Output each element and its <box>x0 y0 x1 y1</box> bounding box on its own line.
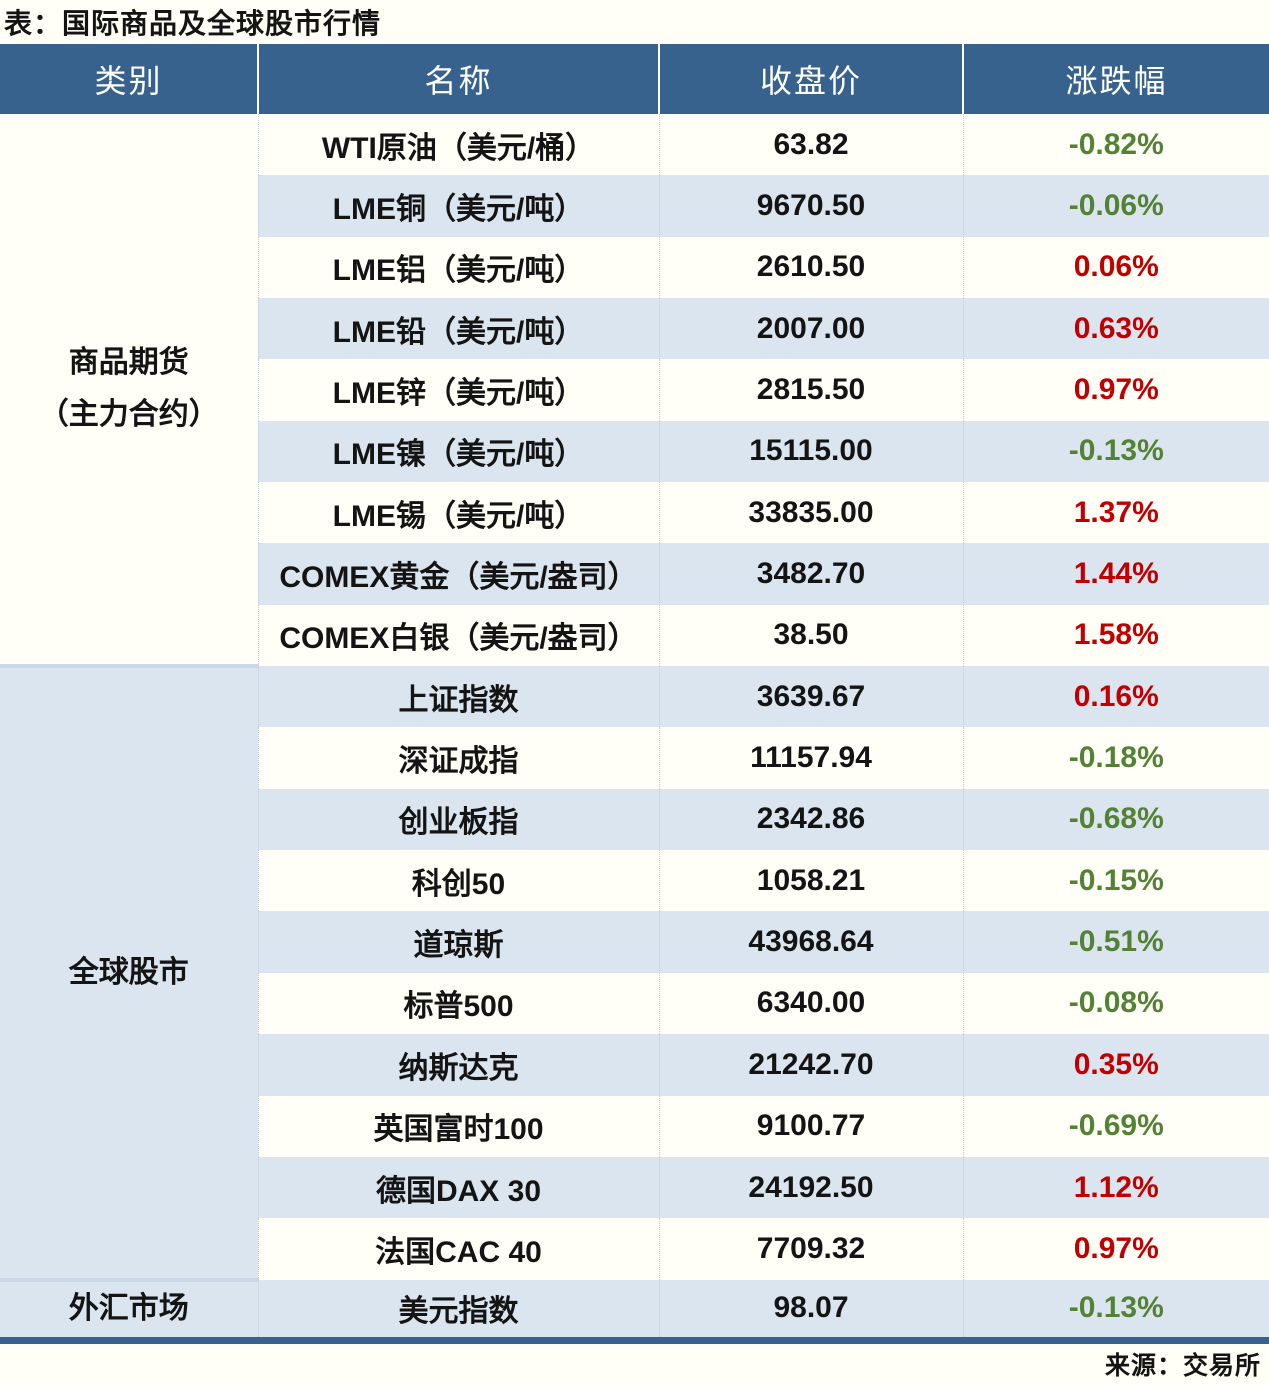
change-percent-cell: 0.06% <box>1073 250 1159 284</box>
name-cell: WTI原油（美元/桶） <box>258 114 660 176</box>
category-cell: 商品期货 （主力合约） <box>0 114 259 667</box>
name-cell: LME铝（美元/吨） <box>258 236 660 299</box>
table-row: 德国DAX 30 24192.50 1.12% <box>0 1156 1269 1219</box>
table-row: LME镍（美元/吨） 15115.00 -0.13% <box>0 420 1269 483</box>
change-percent-cell: 1.12% <box>963 1156 1269 1219</box>
change-percent-cell: -0.82% <box>1068 127 1164 161</box>
source-note: 来源：交易所 <box>1104 1351 1261 1380</box>
header-name: 名称 <box>258 44 660 114</box>
close-price-cell: 11157.94 <box>659 727 964 789</box>
category-label-line: 商品期货 <box>68 345 189 379</box>
table-row: 深证成指 11157.94 -0.18% <box>0 727 1269 789</box>
close-price-cell: 9100.77 <box>659 1095 964 1157</box>
change-percent-cell: -0.51% <box>963 911 1269 973</box>
name-cell: 科创50 <box>258 850 660 912</box>
close-price-cell: 24192.50 <box>659 1156 964 1219</box>
name-cell: 深证成指 <box>258 727 660 789</box>
table-row: 标普500 6340.00 -0.08% <box>0 972 1269 1035</box>
table-row: 英国富时100 9100.77 -0.69% <box>0 1095 1269 1157</box>
close-price-cell: 2342.86 <box>659 788 964 851</box>
category-label-line: 全球股市 <box>68 955 189 989</box>
category-label-line: （主力合约） <box>38 398 219 432</box>
name-cell: LME镍（美元/吨） <box>258 420 660 483</box>
close-price-cell: 1058.21 <box>659 850 964 912</box>
table-row: 道琼斯 43968.64 -0.51% <box>0 911 1269 973</box>
close-price-cell: 43968.64 <box>659 911 964 973</box>
close-price-cell: 98.07 <box>659 1279 964 1341</box>
close-price-cell: 63.82 <box>659 114 964 176</box>
change-percent-cell: -0.18% <box>1068 741 1164 775</box>
table-header: 类别 名称 收盘价 涨跌幅 <box>0 44 1269 114</box>
name-cell: LME铜（美元/吨） <box>258 175 660 237</box>
change-percent-cell: 1.44% <box>963 543 1269 605</box>
change-percent-cell: 1.37% <box>1073 495 1159 529</box>
table-row: 创业板指 2342.86 -0.68% <box>0 788 1269 851</box>
table-row: LME铅（美元/吨） 2007.00 0.63% <box>0 298 1269 360</box>
category-label-line: 外汇市场 <box>68 1292 189 1326</box>
table-row: COMEX白银（美元/盎司） 38.50 1.58% <box>0 604 1269 667</box>
table-row: LME锌（美元/吨） 2815.50 0.97% <box>0 359 1269 421</box>
name-cell: 创业板指 <box>258 788 660 851</box>
change-percent-cell: -0.13% <box>963 420 1269 483</box>
name-cell: 道琼斯 <box>258 911 660 973</box>
name-cell: COMEX白银（美元/盎司） <box>258 604 660 667</box>
name-cell: LME铅（美元/吨） <box>258 298 660 360</box>
name-cell: 法国CAC 40 <box>258 1218 660 1280</box>
close-price-cell: 33835.00 <box>659 482 964 544</box>
table-row: 全球股市 上证指数 3639.67 0.16% <box>0 664 1269 1280</box>
header-close-price: 收盘价 <box>659 44 964 114</box>
close-price-cell: 2815.50 <box>659 359 964 421</box>
change-percent-cell: 0.16% <box>963 666 1269 728</box>
close-price-cell: 2007.00 <box>659 298 964 360</box>
page-title: 表：国际商品及全球股市行情 <box>4 8 382 39</box>
table-row: 纳斯达克 21242.70 0.35% <box>0 1034 1269 1096</box>
table-body: 商品期货 （主力合约） WTI原油（美元/桶） 63.82 -0.82% LME铜（美元/… <box>0 114 1269 1341</box>
close-price-cell: 3639.67 <box>659 666 964 728</box>
change-percent-cell: -0.06% <box>963 175 1269 237</box>
change-percent-cell: -0.68% <box>963 788 1269 851</box>
close-price-cell: 15115.00 <box>659 420 964 483</box>
name-cell: LME锡（美元/吨） <box>258 482 660 544</box>
change-percent-cell: -0.69% <box>1068 1109 1164 1143</box>
change-percent-cell: -0.13% <box>963 1279 1269 1341</box>
name-cell: 英国富时100 <box>258 1095 660 1157</box>
change-percent-cell: 0.97% <box>1073 373 1159 407</box>
table-row: 科创50 1058.21 -0.15% <box>0 850 1269 912</box>
change-percent-cell: 0.35% <box>963 1034 1269 1096</box>
change-percent-cell: -0.08% <box>1068 986 1164 1020</box>
close-price-cell: 21242.70 <box>659 1034 964 1096</box>
name-cell: 美元指数 <box>258 1279 660 1341</box>
category-cell: 外汇市场 <box>0 1277 259 1341</box>
table-row: 商品期货 （主力合约） WTI原油（美元/桶） 63.82 -0.82% <box>0 114 1269 667</box>
table-row: LME铜（美元/吨） 9670.50 -0.06% <box>0 175 1269 237</box>
name-cell: 德国DAX 30 <box>258 1156 660 1219</box>
change-percent-cell: 0.97% <box>1073 1231 1159 1265</box>
name-cell: 纳斯达克 <box>258 1034 660 1096</box>
name-cell: 标普500 <box>258 972 660 1035</box>
change-percent-cell: -0.15% <box>1068 863 1164 897</box>
table-row: LME铝（美元/吨） 2610.50 0.06% <box>0 236 1269 299</box>
name-cell: 上证指数 <box>258 666 660 728</box>
table-header-row: 类别 名称 收盘价 涨跌幅 <box>0 44 1269 114</box>
table-row: 法国CAC 40 7709.32 0.97% <box>0 1218 1269 1280</box>
header-change-percent: 涨跌幅 <box>963 44 1269 114</box>
name-cell: COMEX黄金（美元/盎司） <box>258 543 660 605</box>
name-cell: LME锌（美元/吨） <box>258 359 660 421</box>
close-price-cell: 3482.70 <box>659 543 964 605</box>
close-price-cell: 38.50 <box>659 604 964 667</box>
quotes-table: 类别 名称 收盘价 涨跌幅 商品期货 （主力合约） WTI原油（美元/桶） 63.82… <box>0 44 1269 1345</box>
close-price-cell: 2610.50 <box>659 236 964 299</box>
header-category: 类别 <box>0 44 259 114</box>
close-price-cell: 7709.32 <box>659 1218 964 1280</box>
category-cell: 全球股市 <box>0 664 259 1280</box>
table-row: LME锡（美元/吨） 33835.00 1.37% <box>0 482 1269 544</box>
table-row: COMEX黄金（美元/盎司） 3482.70 1.44% <box>0 543 1269 605</box>
change-percent-cell: 0.63% <box>963 298 1269 360</box>
close-price-cell: 9670.50 <box>659 175 964 237</box>
change-percent-cell: 1.58% <box>1073 618 1159 652</box>
close-price-cell: 6340.00 <box>659 972 964 1035</box>
table-row: 外汇市场 美元指数 98.07 -0.13% <box>0 1277 1269 1341</box>
